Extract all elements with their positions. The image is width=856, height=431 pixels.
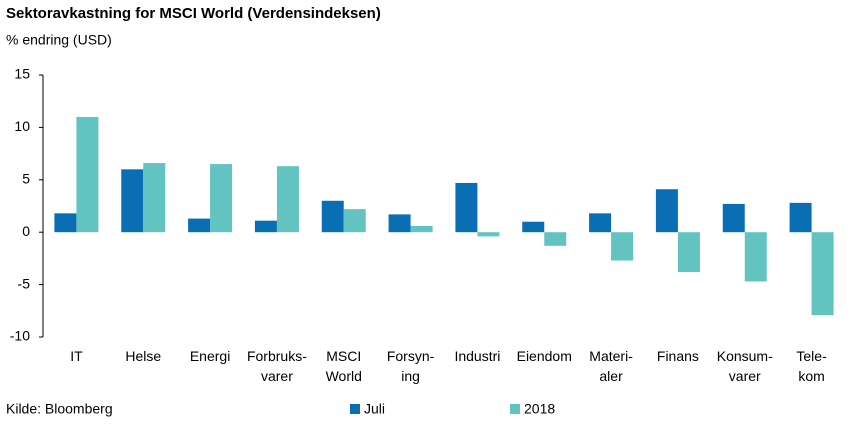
x-tick-label: Eiendom (517, 348, 572, 364)
bar (321, 200, 344, 233)
x-tick-label: MSCI World (326, 348, 362, 384)
y-tick-label: 5 (22, 171, 30, 187)
bar (254, 220, 277, 233)
bar (611, 232, 634, 261)
x-tick-label: Energi (190, 348, 230, 364)
bar (76, 116, 99, 233)
bar (143, 163, 166, 233)
bar (188, 218, 211, 233)
bar (655, 189, 678, 233)
bar (121, 169, 144, 233)
bar (722, 203, 745, 233)
x-tick-label: Forsyn-ing (387, 348, 435, 384)
legend-swatch (510, 404, 520, 414)
y-tick-label: 15 (14, 66, 30, 82)
chart-subtitle: % endring (USD) (6, 32, 112, 48)
y-tick-label: 10 (14, 118, 30, 134)
bar (455, 182, 478, 233)
bar (522, 221, 545, 233)
legend-label: 2018 (524, 401, 555, 417)
x-tick-label: Forbruks-varer (247, 348, 307, 384)
legend-swatch (350, 404, 360, 414)
source: Kilde: Bloomberg (6, 401, 113, 417)
y-tick-label: -5 (18, 275, 31, 291)
x-tick-label: Tele-kom (796, 348, 827, 384)
chart-title: Sektoravkastning for MSCI World (Verdens… (6, 5, 381, 22)
y-tick-label: 0 (22, 223, 30, 239)
x-tick-label: Finans (657, 348, 699, 364)
x-tick-label: Materi-aler (589, 348, 633, 384)
bar (276, 166, 299, 233)
legend-label: Juli (364, 401, 385, 417)
bar (210, 164, 233, 233)
bar (811, 232, 834, 315)
bar (677, 232, 700, 273)
bar (477, 232, 500, 237)
x-tick-label: IT (70, 348, 83, 364)
x-tick-label: Konsum-varer (717, 348, 773, 384)
bar (410, 225, 433, 233)
bar (544, 232, 567, 246)
x-tick-label: Helse (125, 348, 161, 364)
bar (54, 213, 77, 233)
bar (388, 214, 411, 233)
bar (789, 202, 812, 233)
x-tick-label: Industri (454, 348, 500, 364)
bar (343, 209, 366, 233)
y-tick-label: -10 (10, 328, 30, 344)
bar (744, 232, 767, 282)
bar (589, 213, 612, 233)
